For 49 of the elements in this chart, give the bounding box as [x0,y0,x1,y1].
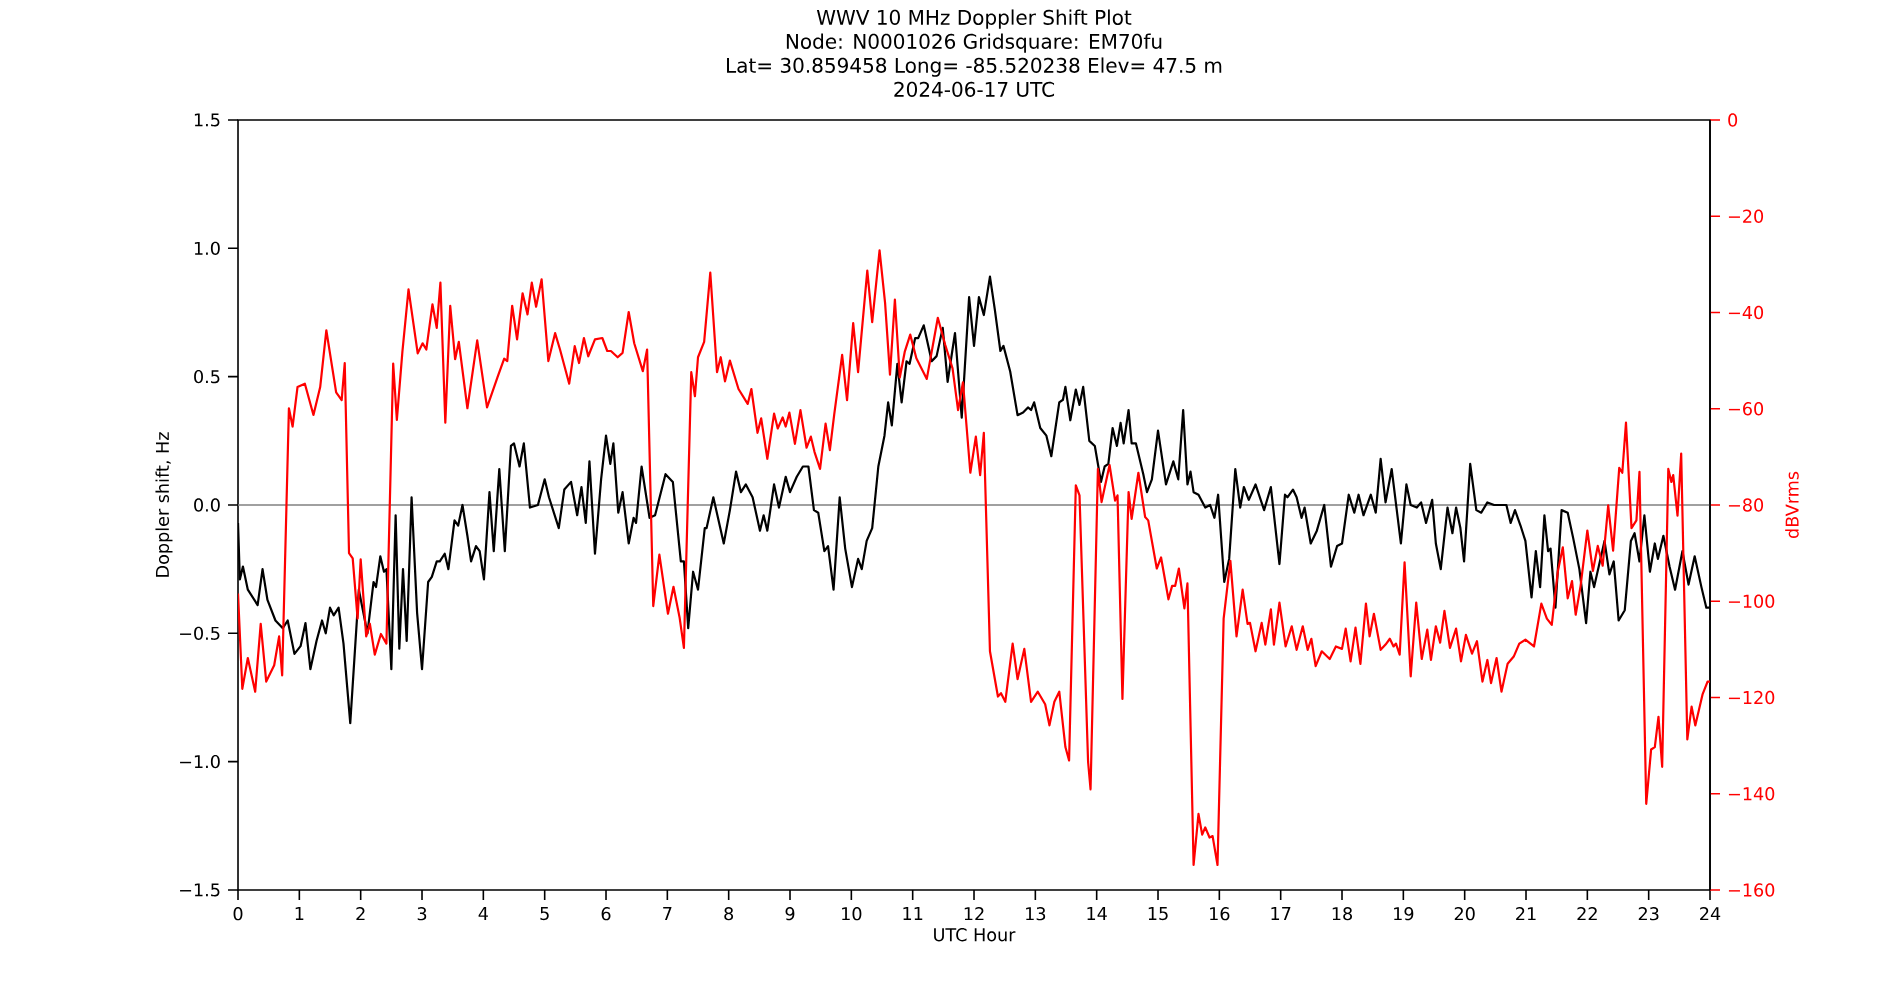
x-tick-label: 3 [417,907,427,921]
x-tick-label: 0 [233,907,243,921]
x-tick-label: 9 [785,907,795,921]
y-tick-label: −0.5 [180,626,220,640]
x-tick-label: 24 [1700,907,1721,921]
x-tick-label: 12 [964,907,984,921]
y2-tick-label: −80 [1728,498,1764,512]
x-tick-label: 6 [601,907,611,921]
chart-subtitle: Node: N0001026 Gridsquare: EM70fu [786,33,1162,53]
x-tick-label: 19 [1394,907,1414,921]
x-tick-label: 16 [1210,907,1230,921]
x-tick-label: 4 [478,907,488,920]
y2-tick-label: −140 [1728,787,1775,801]
y-tick-label: 1.0 [194,241,220,255]
y2-tick-label: −20 [1728,209,1764,223]
x-tick-label: 8 [724,907,734,921]
y-axis-title: Doppler shift, Hz [155,432,173,577]
x-tick-label: 18 [1332,907,1353,921]
y2-tick-label: −60 [1728,402,1764,416]
text: 2024-06-17 UTC [894,81,1055,97]
x-tick-label: 17 [1271,907,1291,920]
x-tick-label: 11 [903,907,923,920]
y-tick-label: −1.0 [180,755,220,769]
y2-tick-label: 0 [1728,113,1738,127]
y2-tick-label: −100 [1728,594,1775,608]
x-tick-label: 1 [295,907,304,920]
line-series [238,249,1711,867]
x-tick-label: 23 [1638,907,1659,921]
y2-tick-label: −40 [1728,305,1764,320]
x-tick-label: 20 [1454,907,1475,921]
text: Lat= 30.859458 Long= -85.520238 Elev= 47.5 m [727,57,1222,77]
x-tick-label: 14 [1087,907,1107,920]
x-tick-label: 13 [1026,907,1046,921]
y-tick-label: −1.5 [180,883,220,897]
x-tick-label: 5 [540,907,549,921]
x-tick-label: 7 [663,907,672,920]
chart-title: WWV 10 MHz Doppler Shift Plot [816,9,1132,29]
y-tick-label: 0.0 [194,498,220,512]
y2-tick-label: −160 [1728,883,1775,897]
y-tick-label: 0.5 [194,370,220,384]
x-tick-label: 21 [1516,907,1536,921]
x-tick-label: 10 [842,907,862,921]
y2-tick-label: −120 [1728,690,1775,705]
x-tick-label: 22 [1577,907,1597,921]
x-tick-label: 15 [1148,907,1168,921]
y-tick-label: 1.5 [194,113,220,127]
y2-axis-title: dBVrms [1785,471,1799,539]
x-axis-title: UTC Hour [934,928,1016,942]
x-tick-label: 2 [356,907,365,921]
